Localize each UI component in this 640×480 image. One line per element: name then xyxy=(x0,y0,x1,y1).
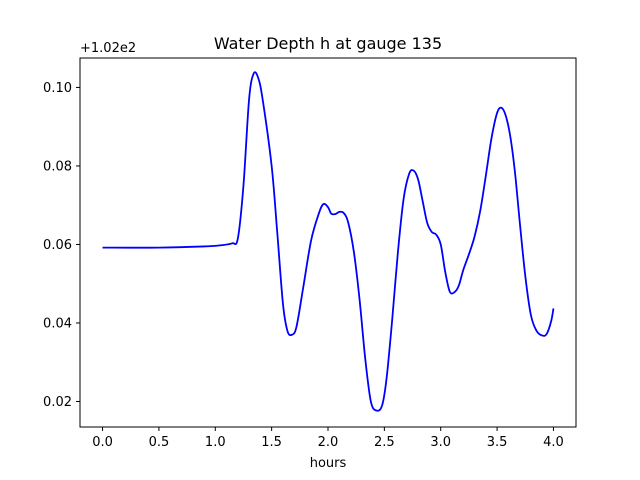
x-tick-label: 3.5 xyxy=(487,435,508,450)
series-line-0 xyxy=(102,71,555,412)
x-tick-label: 4.0 xyxy=(543,435,564,450)
x-tick-label: 0.5 xyxy=(149,435,170,450)
x-tick-label: 1.5 xyxy=(261,435,282,450)
x-tick-label: 0.0 xyxy=(92,435,113,450)
y-offset-label: +1.02e2 xyxy=(80,41,136,56)
y-axis: 0.02 0.04 0.06 0.08 0.10 xyxy=(43,81,80,410)
y-tick-label: 0.06 xyxy=(43,238,72,253)
x-tick-label: 1.0 xyxy=(205,435,226,450)
x-tick-label: 2.5 xyxy=(374,435,395,450)
y-tick-label: 0.08 xyxy=(43,159,72,174)
chart-title: Water Depth h at gauge 135 xyxy=(214,34,442,53)
x-tick-label: 3.0 xyxy=(430,435,451,450)
x-tick-label: 2.0 xyxy=(318,435,339,450)
x-axis-label: hours xyxy=(310,456,347,471)
x-axis: 0.0 0.5 1.0 1.5 2.0 2.5 3.0 3.5 4.0 xyxy=(92,427,564,450)
plot-layer xyxy=(102,71,555,412)
y-tick-label: 0.04 xyxy=(43,316,72,331)
y-tick-label: 0.02 xyxy=(43,395,72,410)
y-tick-label: 0.10 xyxy=(43,81,72,96)
